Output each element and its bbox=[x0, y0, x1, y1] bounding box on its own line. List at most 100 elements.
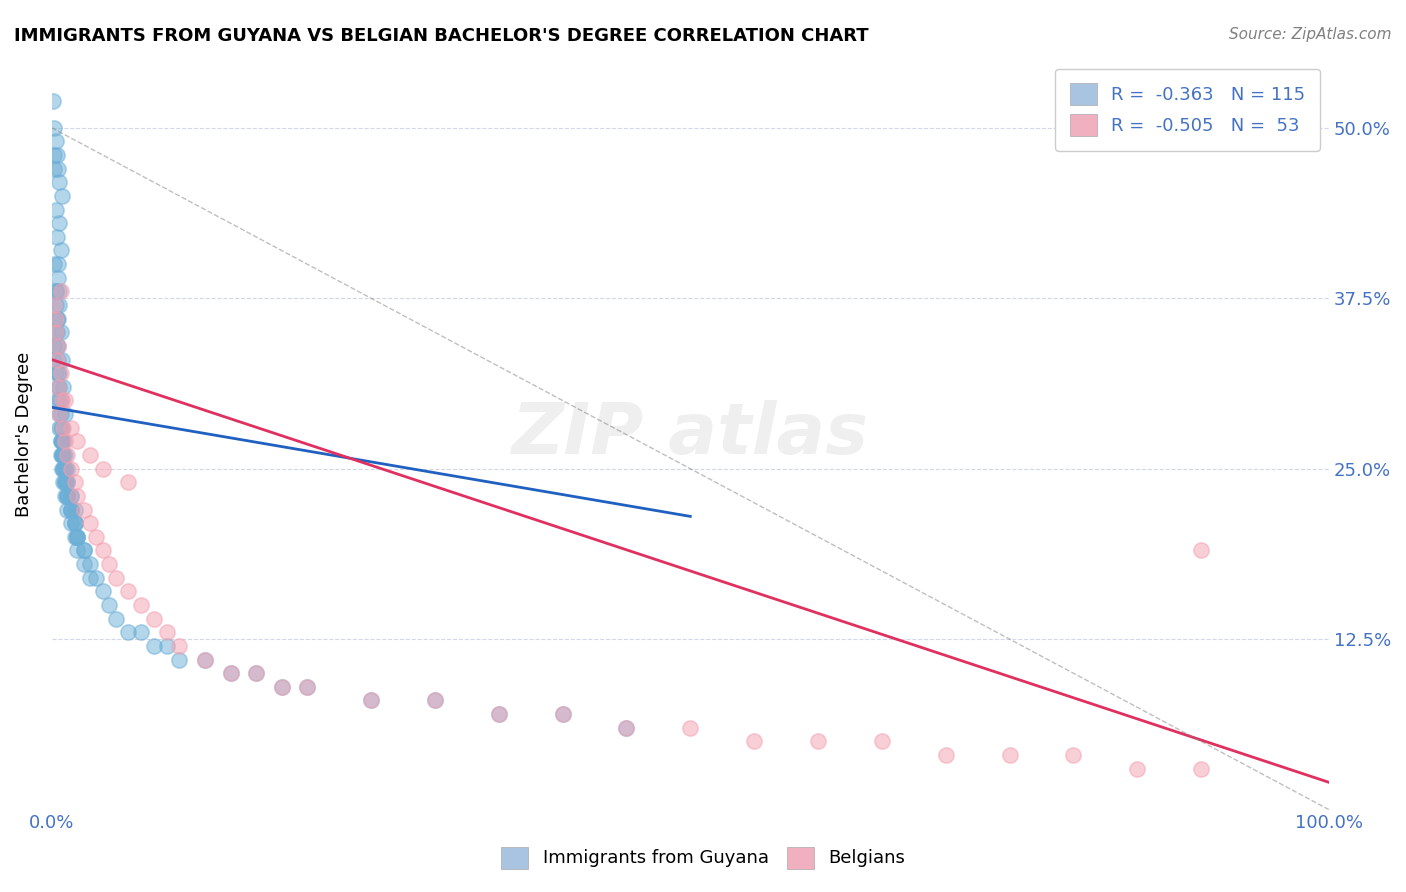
Point bbox=[52, 461, 75, 475]
Point bbox=[49, 407, 72, 421]
Point bbox=[59, 489, 82, 503]
Point bbox=[49, 393, 72, 408]
Point bbox=[59, 502, 82, 516]
Text: ZIP atlas: ZIP atlas bbox=[512, 401, 869, 469]
Point bbox=[45, 326, 67, 340]
Point bbox=[73, 543, 96, 558]
Point bbox=[44, 257, 66, 271]
Point bbox=[1126, 762, 1149, 776]
Point bbox=[488, 707, 510, 722]
Point bbox=[63, 475, 86, 490]
Legend: R =  -0.363   N = 115, R =  -0.505   N =  53: R = -0.363 N = 115, R = -0.505 N = 53 bbox=[1054, 69, 1320, 151]
Point bbox=[73, 557, 96, 571]
Point bbox=[59, 502, 82, 516]
Point bbox=[142, 612, 165, 626]
Point bbox=[194, 652, 217, 666]
Point bbox=[488, 707, 510, 722]
Point bbox=[245, 666, 267, 681]
Point bbox=[117, 625, 139, 640]
Point bbox=[53, 407, 76, 421]
Point bbox=[56, 489, 79, 503]
Point bbox=[53, 489, 76, 503]
Point bbox=[73, 543, 96, 558]
Point bbox=[49, 285, 72, 299]
Point bbox=[59, 516, 82, 531]
Point bbox=[79, 448, 101, 462]
Point bbox=[51, 448, 73, 462]
Point bbox=[46, 352, 69, 367]
Point bbox=[616, 721, 638, 735]
Point bbox=[142, 639, 165, 653]
Point bbox=[48, 298, 70, 312]
Point bbox=[45, 339, 67, 353]
Point bbox=[73, 502, 96, 516]
Point bbox=[48, 421, 70, 435]
Point bbox=[51, 448, 73, 462]
Point bbox=[52, 461, 75, 475]
Point bbox=[360, 693, 382, 707]
Point bbox=[51, 393, 73, 408]
Point bbox=[49, 434, 72, 449]
Point bbox=[104, 612, 127, 626]
Point bbox=[48, 285, 70, 299]
Point bbox=[46, 339, 69, 353]
Point bbox=[53, 393, 76, 408]
Point bbox=[53, 461, 76, 475]
Point bbox=[44, 120, 66, 135]
Point bbox=[169, 652, 191, 666]
Point bbox=[1189, 543, 1212, 558]
Point bbox=[86, 571, 108, 585]
Point bbox=[53, 475, 76, 490]
Point bbox=[49, 244, 72, 258]
Point bbox=[104, 571, 127, 585]
Point bbox=[998, 747, 1021, 762]
Point bbox=[49, 421, 72, 435]
Point bbox=[52, 380, 75, 394]
Point bbox=[91, 584, 114, 599]
Point bbox=[91, 461, 114, 475]
Point bbox=[63, 530, 86, 544]
Point bbox=[551, 707, 574, 722]
Point bbox=[98, 557, 121, 571]
Point bbox=[52, 421, 75, 435]
Point bbox=[1062, 747, 1084, 762]
Point bbox=[245, 666, 267, 681]
Point bbox=[51, 461, 73, 475]
Point bbox=[270, 680, 292, 694]
Point bbox=[45, 326, 67, 340]
Point bbox=[52, 448, 75, 462]
Point bbox=[59, 502, 82, 516]
Point bbox=[48, 380, 70, 394]
Point bbox=[219, 666, 242, 681]
Point bbox=[53, 448, 76, 462]
Point bbox=[44, 148, 66, 162]
Point bbox=[98, 598, 121, 612]
Point bbox=[45, 202, 67, 217]
Point bbox=[59, 461, 82, 475]
Point bbox=[49, 326, 72, 340]
Point bbox=[66, 434, 89, 449]
Point bbox=[44, 339, 66, 353]
Point bbox=[44, 298, 66, 312]
Point bbox=[117, 584, 139, 599]
Point bbox=[51, 189, 73, 203]
Point bbox=[66, 530, 89, 544]
Point bbox=[45, 366, 67, 380]
Point bbox=[56, 489, 79, 503]
Point bbox=[295, 680, 318, 694]
Point bbox=[48, 216, 70, 230]
Point bbox=[616, 721, 638, 735]
Point bbox=[48, 175, 70, 189]
Point bbox=[156, 639, 179, 653]
Point bbox=[194, 652, 217, 666]
Point bbox=[56, 448, 79, 462]
Point bbox=[46, 380, 69, 394]
Point bbox=[53, 434, 76, 449]
Point bbox=[59, 421, 82, 435]
Point bbox=[49, 366, 72, 380]
Point bbox=[423, 693, 446, 707]
Point bbox=[270, 680, 292, 694]
Point bbox=[56, 475, 79, 490]
Point bbox=[870, 734, 893, 748]
Point bbox=[49, 448, 72, 462]
